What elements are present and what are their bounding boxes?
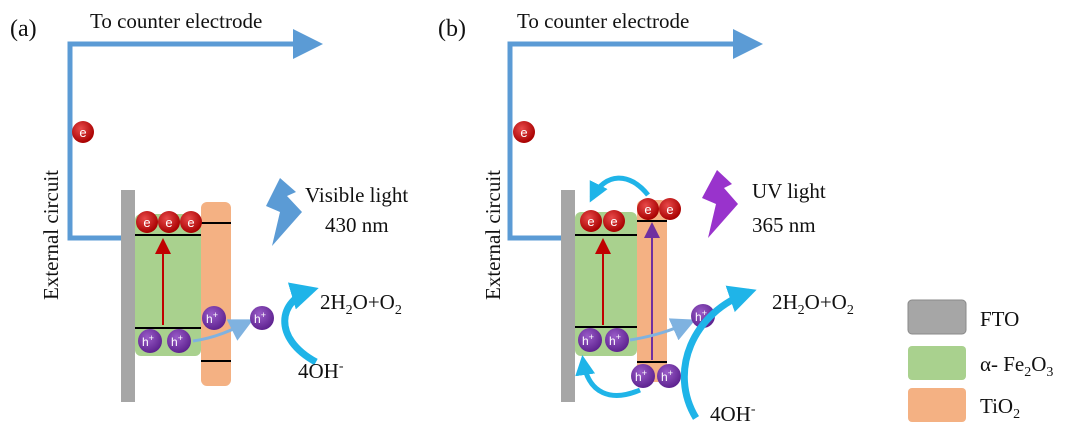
panel-b-electron-transfer-arrow — [592, 178, 648, 198]
panel-a-counter-electrode-label: To counter electrode — [90, 9, 262, 33]
svg-text:e: e — [644, 202, 651, 217]
panel-b-cb-electron: e — [603, 210, 625, 232]
svg-text:e: e — [587, 214, 594, 229]
panel-b-cb-electron: e — [580, 210, 602, 232]
legend-fe2o3-label: α- Fe2O3 — [980, 352, 1053, 380]
legend-fto-label: FTO — [980, 307, 1019, 331]
legend-tio2-swatch — [908, 388, 966, 422]
panel-b-tio2-hole: h+ — [631, 364, 655, 388]
panel-b-external-circuit-label: External circuit — [481, 170, 505, 300]
panel-a-reactant: 4OH- — [298, 359, 344, 383]
legend: FTO α- Fe2O3 TiO2 — [908, 300, 1053, 422]
panel-a-cb-electron: e — [136, 211, 158, 233]
panel-b-light-label-1: UV light — [752, 179, 826, 203]
panel-a-visible-light-bolt-icon — [266, 178, 302, 246]
panel-b-tio2-hole: h+ — [657, 364, 681, 388]
panel-b-counter-electrode-label: To counter electrode — [517, 9, 689, 33]
svg-text:e: e — [143, 215, 150, 230]
svg-text:e: e — [610, 214, 617, 229]
panel-a-external-circuit-label: External circuit — [39, 170, 63, 300]
panel-b-light-label-2: 365 nm — [752, 213, 816, 237]
panel-a-tio2-hole: h+ — [202, 306, 226, 330]
legend-fe2o3-swatch — [908, 346, 966, 380]
panel-b-reactant: 4OH- — [710, 402, 756, 426]
svg-text:e: e — [187, 215, 194, 230]
svg-text:e: e — [79, 125, 86, 140]
panel-a-fto-layer — [121, 190, 135, 402]
svg-text:e: e — [520, 125, 527, 140]
legend-fto-swatch — [908, 300, 966, 334]
panel-a-cb-electron: e — [180, 211, 202, 233]
panel-b-tio2-electron: e — [637, 198, 659, 220]
panel-b-uv-light-bolt-icon — [702, 170, 738, 238]
panel-b-circuit-electron: e — [513, 121, 535, 143]
panel-a-tag: (a) — [10, 16, 37, 42]
svg-text:e: e — [666, 202, 673, 217]
panel-b: (b) To counter electrode External circui… — [438, 9, 854, 426]
svg-text:e: e — [165, 215, 172, 230]
panel-b-fto-layer — [561, 190, 575, 402]
panel-a: (a) To counter electrode External circui… — [10, 9, 408, 402]
panel-a-vb-hole: h+ — [138, 329, 162, 353]
panel-a-reaction-arrow — [285, 290, 316, 362]
panel-a-solution-hole: h+ — [250, 306, 274, 330]
panel-a-light-label-1: Visible light — [305, 183, 408, 207]
panel-b-tag: (b) — [438, 16, 466, 42]
legend-tio2-label: TiO2 — [980, 394, 1020, 422]
panel-a-light-label-2: 430 nm — [325, 213, 389, 237]
panel-b-tio2-electron: e — [659, 198, 681, 220]
panel-a-tio2-layer — [201, 202, 231, 386]
panel-b-vb-hole: h+ — [605, 328, 629, 352]
panel-a-product: 2H2O+O2 — [320, 290, 402, 318]
panel-a-circuit-electron: e — [72, 121, 94, 143]
panel-b-product: 2H2O+O2 — [772, 290, 854, 318]
panel-a-cb-electron: e — [158, 211, 180, 233]
panel-a-vb-hole: h+ — [167, 329, 191, 353]
panel-b-vb-hole: h+ — [578, 328, 602, 352]
